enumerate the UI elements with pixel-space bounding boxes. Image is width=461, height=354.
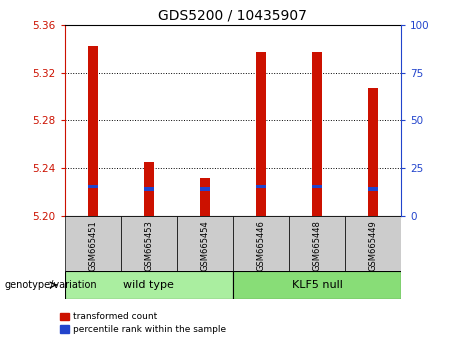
Legend: transformed count, percentile rank within the sample: transformed count, percentile rank withi… [60,313,226,334]
Bar [65,271,233,299]
Bar [289,216,345,271]
Bar [233,216,289,271]
Text: wild type: wild type [123,280,174,290]
Text: GSM665454: GSM665454 [200,220,209,271]
Bar [368,187,378,191]
Text: GSM665448: GSM665448 [313,220,321,271]
Bar [368,88,378,216]
Text: GSM665446: GSM665446 [256,220,266,271]
Bar [177,216,233,271]
Text: GSM665449: GSM665449 [368,220,378,271]
Text: KLF5 null: KLF5 null [291,280,343,290]
Bar [312,52,322,216]
Bar [144,162,154,216]
Bar [256,52,266,216]
Bar [200,187,210,191]
Bar [200,178,210,216]
Bar [88,46,98,216]
Text: GSM665453: GSM665453 [144,220,153,271]
Text: GSM665451: GSM665451 [88,220,97,271]
Title: GDS5200 / 10435907: GDS5200 / 10435907 [159,8,307,22]
Bar [233,271,401,299]
Bar [345,216,401,271]
Bar [65,216,121,271]
Bar [121,216,177,271]
Bar [256,185,266,188]
Bar [88,185,98,188]
Text: genotype/variation: genotype/variation [5,280,97,290]
Bar [312,185,322,188]
Bar [144,187,154,191]
